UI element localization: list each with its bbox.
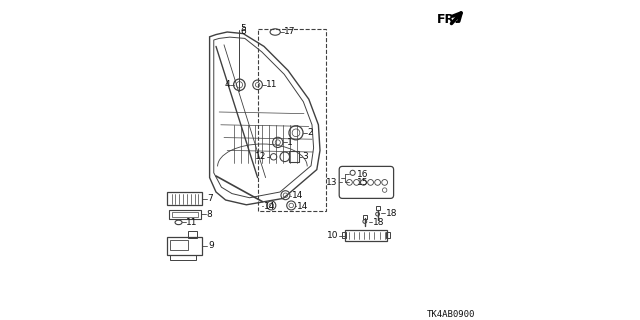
Bar xyxy=(386,232,390,238)
Text: 18: 18 xyxy=(386,209,397,218)
Bar xyxy=(172,212,198,217)
Text: 18: 18 xyxy=(373,218,385,227)
Bar xyxy=(363,215,367,219)
Text: 16: 16 xyxy=(356,170,368,179)
Bar xyxy=(289,151,299,162)
Text: 14: 14 xyxy=(297,202,308,211)
Bar xyxy=(170,255,196,260)
Text: 11: 11 xyxy=(266,80,277,89)
Text: 17: 17 xyxy=(284,28,296,36)
Text: 3: 3 xyxy=(303,152,308,161)
Bar xyxy=(188,231,197,238)
Text: 9: 9 xyxy=(208,241,214,250)
Text: 14: 14 xyxy=(264,202,275,211)
Bar xyxy=(258,29,326,211)
Bar xyxy=(170,240,188,250)
Text: 14: 14 xyxy=(292,191,303,200)
Bar xyxy=(167,237,202,255)
Bar xyxy=(342,232,346,238)
Text: 5: 5 xyxy=(241,24,246,33)
Text: 12: 12 xyxy=(255,152,266,161)
Bar xyxy=(345,230,387,241)
Text: FR.: FR. xyxy=(437,13,460,26)
Bar xyxy=(376,206,380,210)
Text: 15: 15 xyxy=(356,178,368,187)
Text: 11: 11 xyxy=(186,218,198,227)
Text: 1: 1 xyxy=(287,138,292,147)
Text: 10: 10 xyxy=(327,231,339,240)
Text: 7: 7 xyxy=(207,194,213,203)
Text: 13: 13 xyxy=(326,178,338,187)
Bar xyxy=(169,210,201,219)
Text: TK4AB0900: TK4AB0900 xyxy=(427,310,475,319)
Bar xyxy=(167,192,202,205)
Text: 2: 2 xyxy=(307,128,313,137)
Text: 8: 8 xyxy=(207,210,212,219)
Text: 4: 4 xyxy=(224,80,230,89)
Text: 6: 6 xyxy=(241,28,246,36)
